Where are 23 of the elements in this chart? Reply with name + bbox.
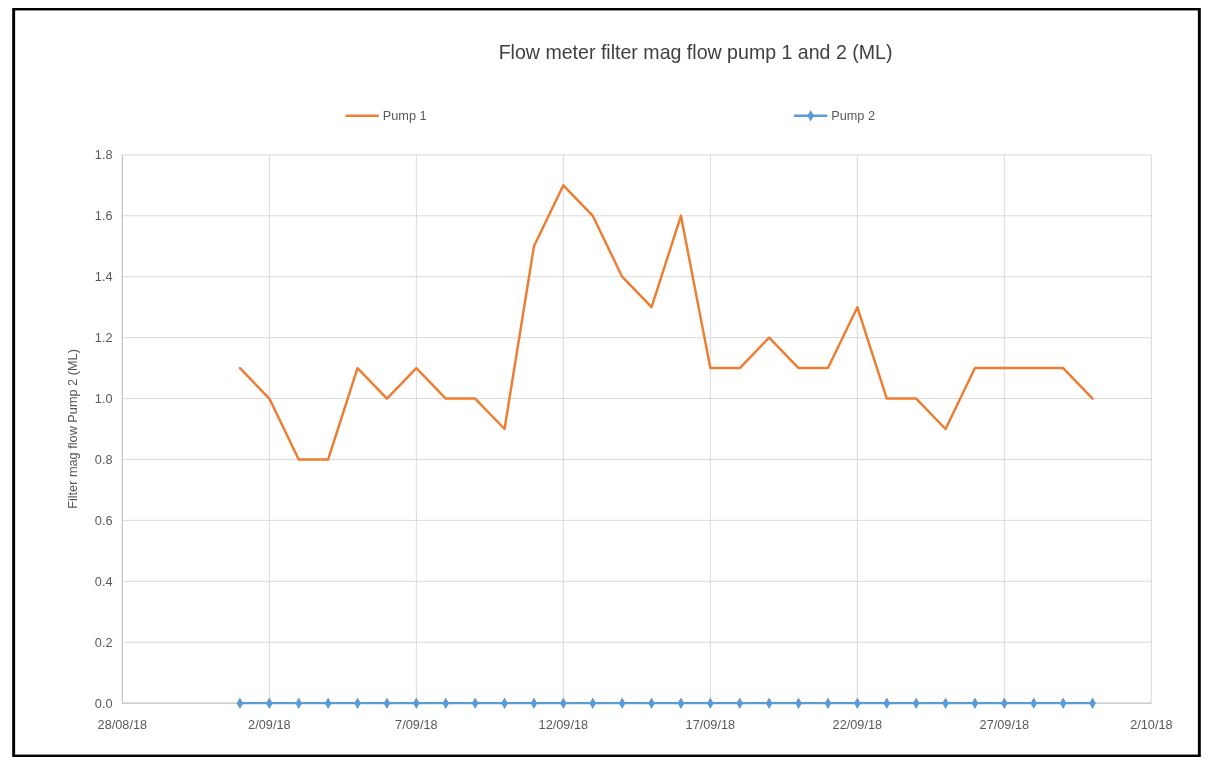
line-series <box>238 184 1094 461</box>
y-tick-label: 1.6 <box>94 208 113 224</box>
legend-label: Pump 2 <box>831 108 876 124</box>
x-tick-label: 2/09/18 <box>248 716 291 732</box>
y-tick-label: 0.2 <box>94 634 113 650</box>
y-tick-label: 1.0 <box>94 391 113 406</box>
x-tick-label: 22/09/18 <box>832 716 883 732</box>
y-tick-label: 0.6 <box>94 512 113 528</box>
y-tick-label: 1.8 <box>94 147 113 163</box>
x-tick-label: 12/09/18 <box>538 716 589 732</box>
legend-label: Pump 1 <box>382 108 427 124</box>
x-tick-label: 28/08/18 <box>97 716 148 732</box>
y-tick-label: 1.2 <box>94 330 113 346</box>
y-axis-title: Filter mag flow Pump 2 (ML) <box>65 349 81 509</box>
y-tick-label: 1.4 <box>94 269 113 285</box>
y-tick-label: 0.4 <box>94 573 113 589</box>
y-tick-label: 0.0 <box>94 695 113 711</box>
x-tick-label: 27/09/18 <box>979 716 1030 732</box>
x-tick-label: 2/10/18 <box>1130 716 1173 732</box>
x-tick-label: 7/09/18 <box>395 716 438 732</box>
x-tick-label: 17/09/18 <box>685 716 736 732</box>
y-tick-label: 0.8 <box>94 451 113 467</box>
chart-title: Flow meter filter mag flow pump 1 and 2 (ML) <box>498 40 893 63</box>
